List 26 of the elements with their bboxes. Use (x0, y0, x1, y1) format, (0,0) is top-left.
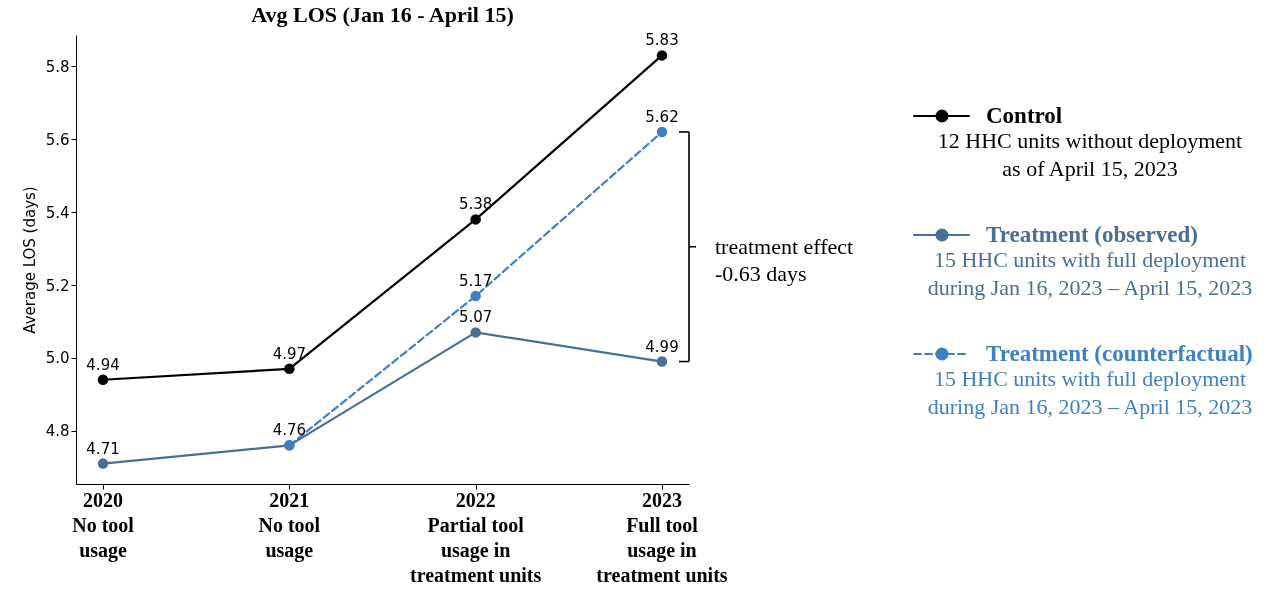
text: treatment effect -0.63 days (715, 233, 854, 286)
legend-label: Treatment (observed) 15 HHC units with full deployment during Jan 16, 2023 – April 15, 2023 (927, 222, 1253, 300)
x-tick-label: 2020 No tool usage (72, 489, 135, 562)
data-label: 4.76 (272, 421, 307, 440)
y-tick-label: 5.0 (45, 349, 70, 368)
y-tick-label: 5.2 (45, 276, 70, 295)
legend-label: Treatment (counterfactual) 15 HHC units with full deployment during Jan 16, 2023 – April 15, 2023 (927, 341, 1253, 419)
data-label: 5.17 (458, 271, 493, 290)
legend-label: Control 12 HHC units without deployment as of April 15, 2023 (937, 103, 1243, 181)
y-tick-label: 4.8 (45, 422, 70, 441)
data-label: 4.71 (86, 439, 120, 458)
data-label: 5.38 (458, 195, 493, 214)
chart-title: Avg LOS (Jan 16 - April 15) (251, 2, 514, 28)
data-label: 5.07 (458, 308, 493, 327)
data-label: 4.97 (272, 344, 307, 363)
data-label: 5.83 (645, 31, 679, 50)
y-axis-title: Average LOS (days) (20, 186, 39, 334)
y-tick-label: 5.6 (45, 130, 70, 149)
data-label: 5.62 (645, 107, 679, 126)
x-tick-label: 2021 No tool usage (258, 489, 321, 562)
y-tick-label: 5.4 (45, 203, 70, 222)
data-label: 4.94 (86, 355, 120, 374)
y-tick-label: 5.8 (45, 57, 70, 76)
data-label: 4.99 (645, 337, 679, 356)
x-tick-label: 2022 Partial tool usage in treatment units (410, 489, 542, 586)
x-tick-label: 2023 Full tool usage in treatment units (596, 489, 728, 586)
